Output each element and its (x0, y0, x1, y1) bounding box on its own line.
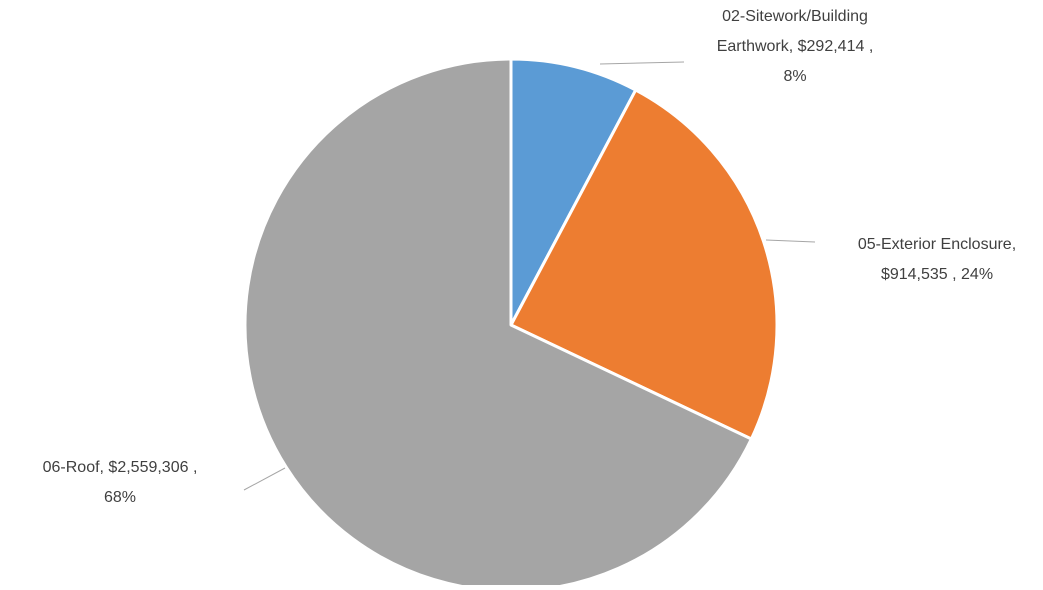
pie-slice-2 (509, 88, 779, 441)
leader-line-3 (243, 467, 286, 491)
data-label-2-line-2: $914,535 , 24% (881, 266, 993, 283)
data-label-2: 05-Exterior Enclosure, $914,535 , 24% (858, 236, 1016, 283)
data-label-3-line-2: 68% (104, 489, 136, 506)
data-label-2-line-1: 05-Exterior Enclosure, (858, 236, 1016, 253)
pie-slice-1 (509, 57, 638, 327)
pie-slice-3 (243, 57, 753, 590)
data-label-3: 06-Roof, $2,559,306 , 68% (43, 459, 198, 506)
data-label-1-line-1: 02-Sitework/Building (722, 8, 868, 25)
data-labels: 02-Sitework/Building Earthwork, $292,414 … (43, 8, 1017, 506)
data-label-1-line-3: 8% (783, 68, 806, 85)
leader-lines (243, 61, 816, 491)
leader-line-1 (599, 61, 685, 65)
leader-line-2 (765, 239, 816, 243)
pie-slices (243, 57, 779, 590)
data-label-1: 02-Sitework/Building Earthwork, $292,414 … (717, 8, 874, 85)
data-label-1-line-2: Earthwork, $292,414 , (717, 38, 874, 55)
data-label-3-line-1: 06-Roof, $2,559,306 , (43, 459, 198, 476)
